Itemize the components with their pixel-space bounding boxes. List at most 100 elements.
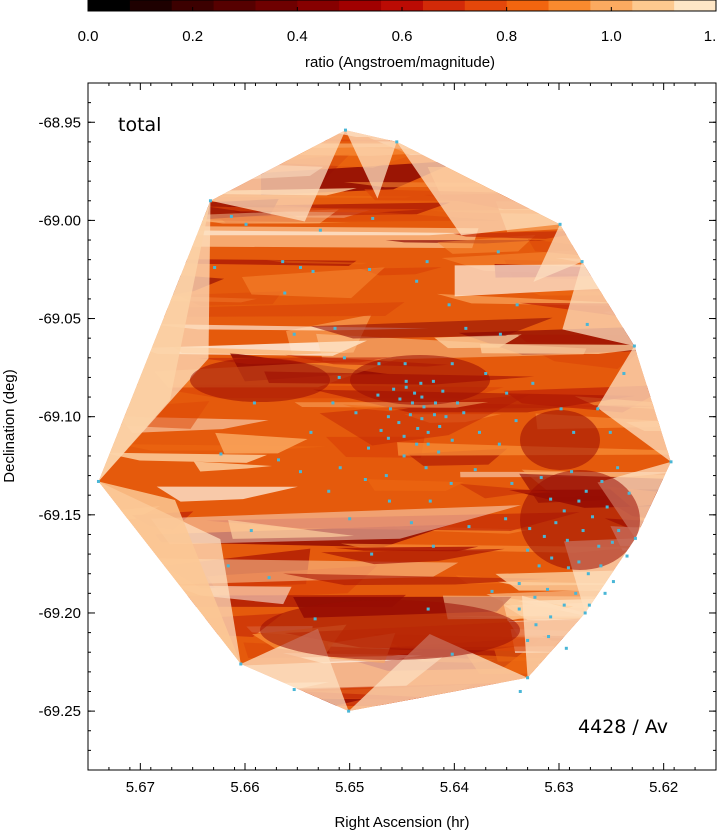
source-point xyxy=(549,497,553,501)
heatmap-edge xyxy=(562,261,635,347)
colorbar-tick-label: 0.4 xyxy=(287,28,308,45)
heatmap-edge xyxy=(98,200,211,482)
heatmap-streak xyxy=(621,296,671,306)
x-tick-label: 5.66 xyxy=(230,779,259,796)
source-point xyxy=(611,580,615,584)
heatmap-core xyxy=(350,355,490,405)
colorbar-cell xyxy=(674,0,717,11)
heatmap-streak xyxy=(98,175,214,206)
colorbar-cell xyxy=(548,0,591,11)
source-point xyxy=(402,454,406,458)
source-point xyxy=(343,128,347,132)
source-point xyxy=(333,326,337,330)
heatmap-streak xyxy=(366,479,464,491)
source-point xyxy=(438,425,442,428)
heatmap-streak xyxy=(135,622,196,632)
source-point xyxy=(252,401,256,405)
source-point xyxy=(464,326,468,330)
source-point xyxy=(404,379,408,383)
source-point xyxy=(239,662,243,666)
colorbar-tick-label: 0.0 xyxy=(78,28,99,45)
source-point xyxy=(577,499,581,503)
source-point xyxy=(505,391,509,395)
source-point xyxy=(455,401,459,405)
annotation-ratio: 4428 / Av xyxy=(578,716,668,738)
source-point xyxy=(510,481,514,485)
heatmap-streak xyxy=(128,167,248,180)
heatmap-streak xyxy=(321,548,505,565)
source-point xyxy=(526,676,530,680)
source-point xyxy=(392,387,396,391)
source-point xyxy=(226,564,230,568)
heatmap-streak xyxy=(517,334,671,348)
source-point xyxy=(562,509,566,513)
heatmap-streak xyxy=(634,556,671,566)
source-point xyxy=(450,652,454,656)
colorbar-tick-label: 0.6 xyxy=(392,28,413,45)
colorbar-cells xyxy=(87,0,717,12)
source-point xyxy=(473,468,477,472)
colorbar-cell xyxy=(129,0,173,11)
source-point xyxy=(219,452,223,456)
heatmap-streak xyxy=(98,699,288,712)
source-point xyxy=(603,591,607,595)
source-point xyxy=(632,344,636,348)
heatmap-streak xyxy=(479,344,671,354)
x-axis-ticks: 5.67 5.66 5.65 5.64 5.63 5.62 xyxy=(87,83,717,796)
source-point xyxy=(363,477,367,481)
heatmap-streak xyxy=(391,139,647,145)
heatmap-streak xyxy=(517,671,671,700)
source-point xyxy=(408,413,412,417)
source-point xyxy=(596,407,600,411)
source-point xyxy=(402,434,406,438)
source-point xyxy=(395,140,399,144)
source-point xyxy=(367,446,371,450)
source-point xyxy=(267,576,271,580)
source-point xyxy=(450,438,454,442)
colorbar-cell xyxy=(339,0,382,11)
source-point xyxy=(586,572,590,576)
source-point xyxy=(597,544,601,548)
source-point xyxy=(528,527,532,531)
source-point xyxy=(354,411,358,415)
source-point xyxy=(584,489,588,493)
source-point xyxy=(539,476,543,480)
source-point xyxy=(398,397,402,401)
x-tick-label: 5.64 xyxy=(440,779,469,796)
source-point xyxy=(338,466,342,470)
source-point xyxy=(558,222,562,226)
heatmap-streak xyxy=(291,130,539,138)
x-tick-label: 5.63 xyxy=(544,779,573,796)
source-point xyxy=(208,199,212,203)
source-point xyxy=(377,362,381,366)
source-point xyxy=(387,499,391,503)
source-point xyxy=(570,470,574,474)
source-point xyxy=(450,362,454,366)
heatmap-edge xyxy=(597,346,671,462)
heatmap-streak xyxy=(156,486,298,502)
source-point xyxy=(587,603,591,607)
heatmap-core xyxy=(260,600,520,660)
source-point xyxy=(559,407,563,411)
source-point xyxy=(244,222,248,226)
source-point xyxy=(484,372,488,376)
source-point xyxy=(386,436,390,440)
heatmap-streak xyxy=(459,483,556,499)
y-tick-label: -69.10 xyxy=(38,409,81,426)
source-point xyxy=(370,552,374,556)
x-tick-label: 5.67 xyxy=(126,779,155,796)
source-point xyxy=(276,458,280,462)
heatmap-streak xyxy=(587,629,671,649)
y-tick-label: -69.00 xyxy=(38,212,81,229)
heatmap-edge xyxy=(521,595,586,678)
source-point xyxy=(531,381,535,385)
source-point xyxy=(564,646,568,650)
source-point xyxy=(318,228,322,232)
colorbar-label: ratio (Angstroem/magnitude) xyxy=(305,54,495,71)
source-point xyxy=(462,411,466,415)
source-point xyxy=(409,521,413,525)
source-point xyxy=(518,689,522,693)
heatmap-edge xyxy=(345,130,397,199)
source-point xyxy=(534,623,538,627)
source-point xyxy=(309,430,313,434)
